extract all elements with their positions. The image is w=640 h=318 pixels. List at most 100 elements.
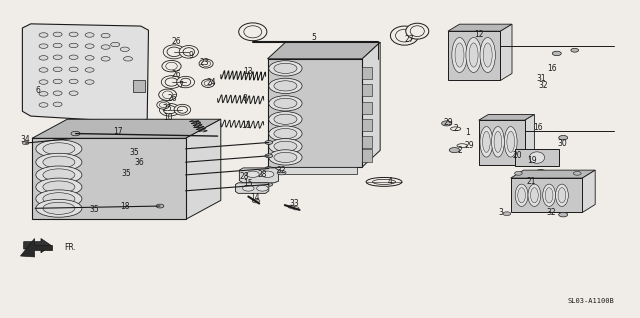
Bar: [274, 167, 357, 174]
Circle shape: [53, 55, 62, 59]
Ellipse shape: [372, 179, 396, 184]
Ellipse shape: [406, 23, 429, 39]
Text: SL03-A1100B: SL03-A1100B: [568, 298, 614, 304]
Text: 16: 16: [532, 123, 543, 132]
Ellipse shape: [528, 184, 541, 206]
Text: 12: 12: [474, 30, 483, 39]
Ellipse shape: [239, 23, 267, 41]
Circle shape: [246, 171, 259, 177]
Text: 11: 11: [242, 121, 251, 130]
Circle shape: [69, 79, 78, 84]
Ellipse shape: [43, 202, 75, 214]
Polygon shape: [448, 24, 512, 31]
Ellipse shape: [43, 193, 75, 205]
Ellipse shape: [274, 152, 297, 162]
Ellipse shape: [163, 106, 176, 114]
Circle shape: [85, 80, 94, 84]
Ellipse shape: [274, 81, 297, 91]
Ellipse shape: [166, 62, 177, 70]
Polygon shape: [32, 119, 221, 138]
Ellipse shape: [43, 181, 75, 193]
Ellipse shape: [504, 127, 517, 157]
Ellipse shape: [545, 188, 553, 203]
Circle shape: [292, 207, 299, 210]
Ellipse shape: [202, 79, 214, 87]
Ellipse shape: [269, 150, 302, 165]
Text: 6: 6: [36, 86, 41, 95]
Circle shape: [265, 183, 273, 186]
Circle shape: [265, 167, 273, 170]
Bar: [268, 59, 362, 167]
Ellipse shape: [507, 131, 515, 152]
Text: 15: 15: [243, 179, 253, 188]
Text: 30: 30: [557, 139, 567, 148]
Ellipse shape: [531, 188, 538, 203]
Circle shape: [53, 67, 62, 72]
Text: 22: 22: [193, 121, 202, 130]
Text: 10: 10: [163, 113, 173, 121]
Ellipse shape: [269, 112, 302, 127]
Text: 5: 5: [311, 33, 316, 42]
Ellipse shape: [515, 184, 528, 206]
Circle shape: [85, 56, 94, 60]
Ellipse shape: [159, 89, 177, 100]
Circle shape: [53, 91, 62, 95]
Ellipse shape: [36, 153, 82, 171]
Circle shape: [53, 32, 62, 37]
Circle shape: [265, 141, 273, 144]
Circle shape: [53, 79, 62, 84]
Ellipse shape: [494, 131, 502, 152]
Bar: [362, 136, 372, 148]
Text: 31: 31: [536, 74, 546, 83]
Text: 35: 35: [122, 169, 132, 178]
Polygon shape: [362, 42, 380, 167]
Text: 27: 27: [404, 35, 415, 44]
Circle shape: [69, 55, 78, 59]
Circle shape: [571, 48, 579, 52]
Bar: [362, 84, 372, 96]
Ellipse shape: [36, 178, 82, 196]
Ellipse shape: [204, 81, 212, 86]
Ellipse shape: [410, 26, 424, 37]
Text: 17: 17: [113, 128, 124, 136]
Ellipse shape: [269, 126, 302, 141]
Ellipse shape: [174, 104, 191, 115]
Ellipse shape: [36, 190, 82, 208]
Circle shape: [39, 44, 48, 48]
Text: 26: 26: [168, 94, 178, 103]
Ellipse shape: [244, 26, 262, 38]
Polygon shape: [20, 238, 52, 257]
Ellipse shape: [274, 141, 297, 151]
Bar: [515, 149, 559, 166]
Ellipse shape: [159, 103, 180, 116]
Polygon shape: [511, 170, 595, 178]
Circle shape: [69, 91, 78, 95]
Ellipse shape: [162, 60, 181, 72]
Ellipse shape: [43, 143, 75, 155]
Ellipse shape: [36, 166, 82, 184]
Text: 26: 26: [171, 70, 181, 79]
Circle shape: [39, 33, 48, 37]
Bar: [362, 102, 372, 114]
Ellipse shape: [36, 199, 82, 217]
Polygon shape: [186, 119, 221, 219]
Text: 33: 33: [289, 199, 300, 208]
Ellipse shape: [274, 128, 297, 139]
Ellipse shape: [202, 61, 211, 66]
Text: 29: 29: [443, 118, 453, 127]
Circle shape: [257, 185, 268, 191]
Circle shape: [449, 148, 460, 153]
Ellipse shape: [492, 127, 504, 157]
Ellipse shape: [455, 43, 464, 67]
Ellipse shape: [161, 76, 182, 88]
Polygon shape: [236, 183, 269, 193]
Circle shape: [39, 56, 48, 60]
Polygon shape: [500, 24, 512, 80]
Ellipse shape: [366, 177, 402, 186]
Text: 21: 21: [527, 177, 536, 186]
Ellipse shape: [466, 38, 481, 73]
Text: 36: 36: [134, 158, 145, 167]
Circle shape: [261, 171, 274, 177]
Ellipse shape: [480, 127, 493, 157]
Bar: [448, 31, 500, 80]
